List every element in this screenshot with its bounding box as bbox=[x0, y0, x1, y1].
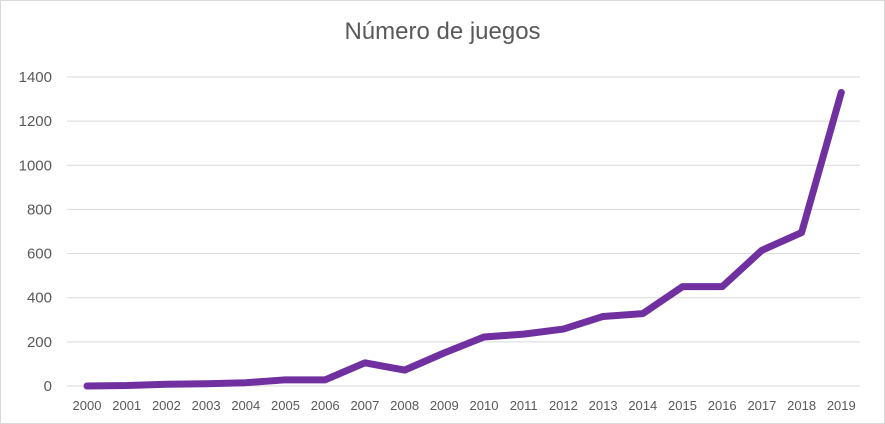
x-tick-label: 2006 bbox=[311, 398, 340, 413]
x-tick-label: 2000 bbox=[73, 398, 102, 413]
x-tick-label: 2007 bbox=[350, 398, 379, 413]
y-tick-label: 600 bbox=[27, 246, 52, 263]
x-tick-label: 2005 bbox=[271, 398, 300, 413]
y-tick-label: 1000 bbox=[19, 157, 52, 174]
y-tick-label: 200 bbox=[27, 334, 52, 351]
x-tick-label: 2017 bbox=[747, 398, 776, 413]
x-tick-label: 2014 bbox=[628, 398, 657, 413]
series-line bbox=[83, 88, 845, 390]
chart-title: Número de juegos bbox=[344, 18, 541, 45]
x-tick-label: 2009 bbox=[430, 398, 459, 413]
x-tick-label: 2010 bbox=[470, 398, 499, 413]
y-tick-label: 0 bbox=[44, 378, 52, 395]
y-tick-label: 1200 bbox=[19, 113, 52, 130]
x-tick-label: 2012 bbox=[549, 398, 578, 413]
x-tick-label: 2019 bbox=[827, 398, 856, 413]
x-tick-label: 2003 bbox=[192, 398, 221, 413]
x-tick-label: 2015 bbox=[668, 398, 697, 413]
x-tick-label: 2011 bbox=[510, 398, 538, 413]
x-tick-label: 2002 bbox=[152, 398, 181, 413]
x-tick-label: 2004 bbox=[231, 398, 260, 413]
y-tick-label: 800 bbox=[27, 201, 52, 218]
x-tick-label: 2008 bbox=[390, 398, 419, 413]
x-tick-label: 2016 bbox=[708, 398, 737, 413]
y-tick-label: 400 bbox=[27, 290, 52, 307]
x-tick-label: 2001 bbox=[112, 398, 141, 413]
x-tick-label: 2018 bbox=[787, 398, 816, 413]
y-tick-label: 1400 bbox=[19, 69, 52, 86]
x-tick-label: 2013 bbox=[589, 398, 618, 413]
